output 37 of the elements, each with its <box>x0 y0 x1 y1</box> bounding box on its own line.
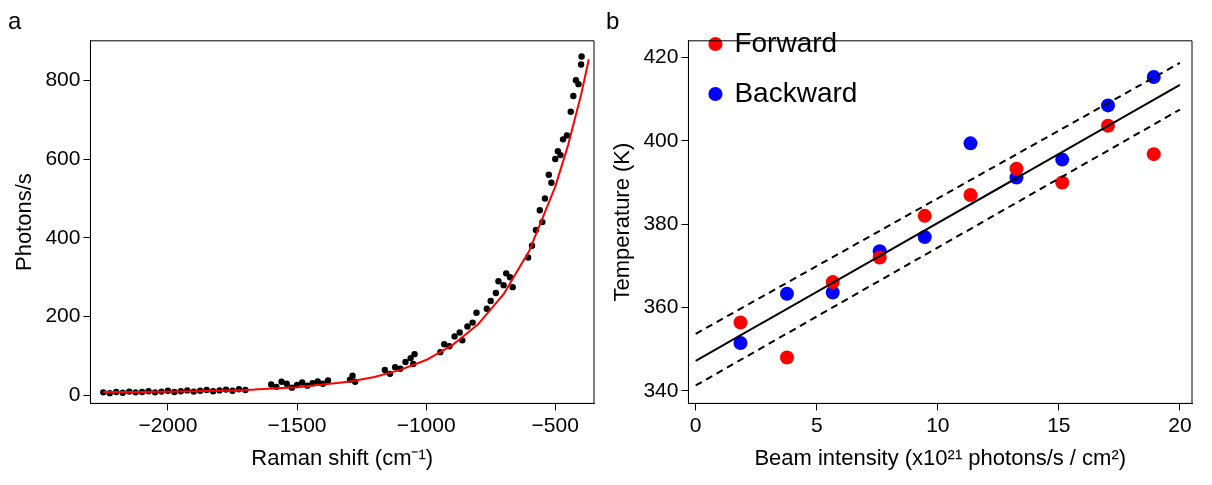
point <box>1009 161 1024 176</box>
point <box>963 136 978 151</box>
point <box>917 208 932 223</box>
point <box>779 350 794 365</box>
point <box>1055 152 1070 167</box>
y-tick-label: 380 <box>643 210 679 234</box>
point <box>733 335 748 350</box>
x-axis-title: Beam intensity (x10²¹ photons/s / cm²) <box>754 444 1127 470</box>
y-tick-label: 360 <box>643 294 679 318</box>
y-axis-title: Temperature (K) <box>609 142 635 302</box>
x-tick-label: −500 <box>531 412 579 436</box>
x-tick-label: −2000 <box>138 412 198 436</box>
y-tick-label: 420 <box>643 44 679 68</box>
point <box>779 286 794 301</box>
x-tick-label: −1000 <box>396 412 456 436</box>
point <box>1146 147 1161 162</box>
x-tick-label: 0 <box>689 412 702 436</box>
y-tick-label: 340 <box>643 377 679 401</box>
point <box>963 188 978 203</box>
y-tick-label: 400 <box>643 127 679 151</box>
x-tick-label: 15 <box>1047 412 1071 436</box>
x-tick-label: 5 <box>810 412 823 436</box>
x-axis-title: Raman shift (cm⁻¹) <box>251 444 434 470</box>
chart-title: b <box>606 7 620 35</box>
y-tick-label: 400 <box>45 224 81 248</box>
y-tick-label: 800 <box>45 67 81 91</box>
x-tick-label: 20 <box>1168 412 1192 436</box>
y-axis-title: Photons/s <box>11 173 37 272</box>
point <box>1055 175 1070 190</box>
y-tick-label: 200 <box>45 303 81 327</box>
y-tick-label: 600 <box>45 145 81 169</box>
x-tick-label: 10 <box>926 412 950 436</box>
y-tick-label: 0 <box>68 382 81 406</box>
point <box>733 315 748 330</box>
legend-label: Backward <box>734 76 858 108</box>
x-tick-label: −1500 <box>267 412 327 436</box>
chart-title: a <box>8 7 22 35</box>
